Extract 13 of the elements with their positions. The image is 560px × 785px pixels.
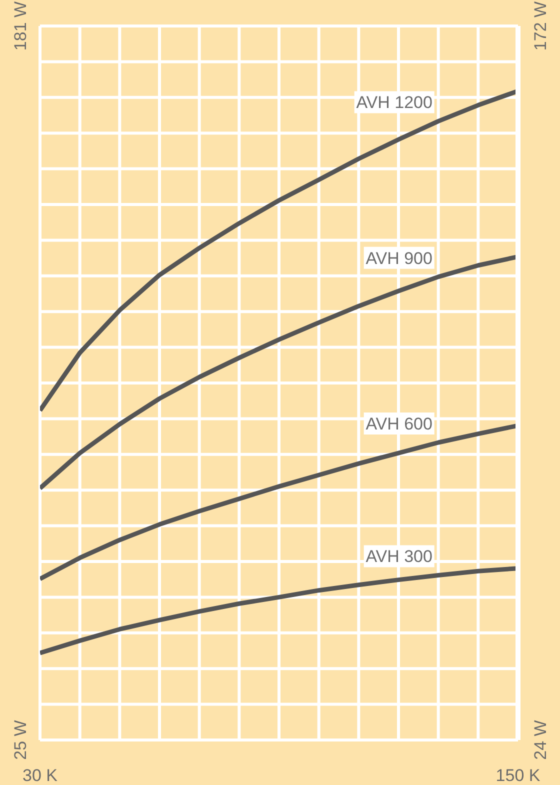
line-series	[40, 88, 518, 413]
y2-tick-label: 24 W	[531, 720, 550, 760]
y-tick-label: 181 W	[11, 1, 30, 51]
y2-tick-label: 172 W	[531, 1, 550, 51]
series-label: AVH 600	[366, 414, 432, 434]
series-label: AVH 1200	[356, 93, 432, 112]
x-tick-label: 30 K	[22, 766, 58, 785]
x-tick-label: 150 K	[496, 766, 541, 785]
series-label: AVH 900	[366, 248, 432, 268]
series-label: AVH 300	[366, 547, 432, 566]
y-tick-label: 25 W	[11, 720, 30, 760]
line-series	[40, 254, 518, 491]
line-series	[40, 566, 518, 656]
